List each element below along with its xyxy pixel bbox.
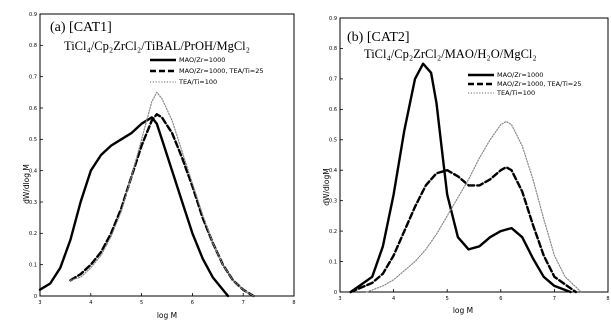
x-tick-label: 3 — [338, 296, 341, 302]
series-line-2 — [349, 165, 577, 294]
y-tick-label: 0.6 — [329, 107, 337, 113]
y-tick-label: 0.1 — [29, 262, 37, 268]
y-tick-label: 0.3 — [329, 198, 337, 204]
legend-label-1: MAO/Zr=1000 — [497, 71, 543, 79]
y-tick-label: 0.2 — [29, 231, 37, 237]
y-tick-label: 0.9 — [29, 12, 37, 18]
legend-label-2: MAO/Zr=1000, TEA/Ti=25 — [179, 67, 264, 75]
y-axis-ticks-a: 0 0.1 0.2 0.3 0.4 0.5 0.6 0.7 0.8 0.9 — [29, 12, 43, 300]
x-axis-label-b: log M — [453, 306, 473, 315]
x-tick-label: 8 — [606, 296, 609, 302]
chart-panel-b: 0 0.1 0.2 0.3 0.4 0.5 0.6 0.7 0.8 0.9 3 4 5 6 7 8 dW/d… — [322, 16, 610, 315]
x-axis-label-a: log M — [157, 311, 177, 320]
y-tick-label: 0.4 — [29, 168, 37, 174]
y-tick-label: 0.3 — [29, 200, 37, 206]
y-tick-label: 0.1 — [329, 259, 337, 265]
x-tick-label: 7 — [553, 296, 556, 302]
series-line-3 — [366, 120, 582, 293]
y-tick-label: 0.8 — [329, 46, 337, 52]
x-axis-ticks-b: 3 4 5 6 7 8 — [338, 289, 610, 302]
x-tick-label: 5 — [140, 300, 143, 306]
x-tick-label: 4 — [392, 296, 395, 302]
y-axis-label-a: dW/dlog M — [22, 164, 31, 204]
chart-subtitle-a: TiCl₄/Cp₂ZrCl₂/TiBAL/PrOH/MgCl₂ — [64, 39, 250, 53]
series-line-1 — [349, 62, 572, 294]
legend-label-1: MAO/Zr=1000 — [179, 56, 225, 64]
x-tick-label: 6 — [499, 296, 502, 302]
y-tick-label: 0 — [334, 290, 337, 296]
y-tick-label: 0.4 — [329, 168, 337, 174]
y-tick-label: 0.2 — [329, 229, 337, 235]
legend-label-2: MAO/Zr=1000, TEA/Ti=25 — [497, 80, 582, 88]
x-tick-label: 6 — [191, 300, 194, 306]
chart-panel-a: 0 0.1 0.2 0.3 0.4 0.5 0.6 0.7 0.8 0.9 3 4 5 6 7 8 dW/d… — [22, 12, 296, 320]
plot-frame-a — [39, 13, 295, 297]
y-tick-label: 0.5 — [29, 137, 37, 143]
x-tick-label: 4 — [89, 300, 92, 306]
legend-label-3: TEA/Ti=100 — [178, 78, 217, 86]
chart-title-b: (b) [CAT2] — [347, 30, 410, 45]
chart-title-a: (a) [CAT1] — [50, 20, 112, 35]
y-axis-label-b: dW/dlogM — [322, 168, 331, 205]
series-group-a — [38, 91, 255, 298]
chart-subtitle-b: TiCl₄/Cp₂ZrCl₂/MAO/H₂O/MgCl₂ — [364, 47, 537, 61]
y-tick-label: 0.7 — [329, 77, 337, 83]
y-tick-label: 0.9 — [329, 16, 337, 22]
series-group-b — [349, 62, 582, 294]
series-line-3 — [69, 91, 254, 297]
plot-frame-b — [339, 17, 609, 293]
legend-label-3: TEA/Ti=100 — [496, 89, 535, 97]
y-axis-ticks-b: 0 0.1 0.2 0.3 0.4 0.5 0.6 0.7 0.8 0.9 — [329, 16, 343, 296]
x-tick-label: 5 — [446, 296, 449, 302]
x-tick-label: 8 — [292, 300, 295, 306]
y-tick-label: 0.6 — [29, 106, 37, 112]
y-tick-label: 0.7 — [29, 74, 37, 80]
x-tick-label: 7 — [242, 300, 245, 306]
legend-a: MAO/Zr=1000 MAO/Zr=1000, TEA/Ti=25 TEA/Ti=… — [150, 56, 264, 86]
y-tick-label: 0.8 — [29, 43, 37, 49]
y-tick-label: 0 — [34, 294, 37, 300]
x-tick-label: 3 — [38, 300, 41, 306]
y-tick-label: 0.5 — [329, 138, 337, 144]
series-line-1 — [38, 116, 230, 298]
x-axis-ticks-a: 3 4 5 6 7 8 — [38, 293, 296, 306]
